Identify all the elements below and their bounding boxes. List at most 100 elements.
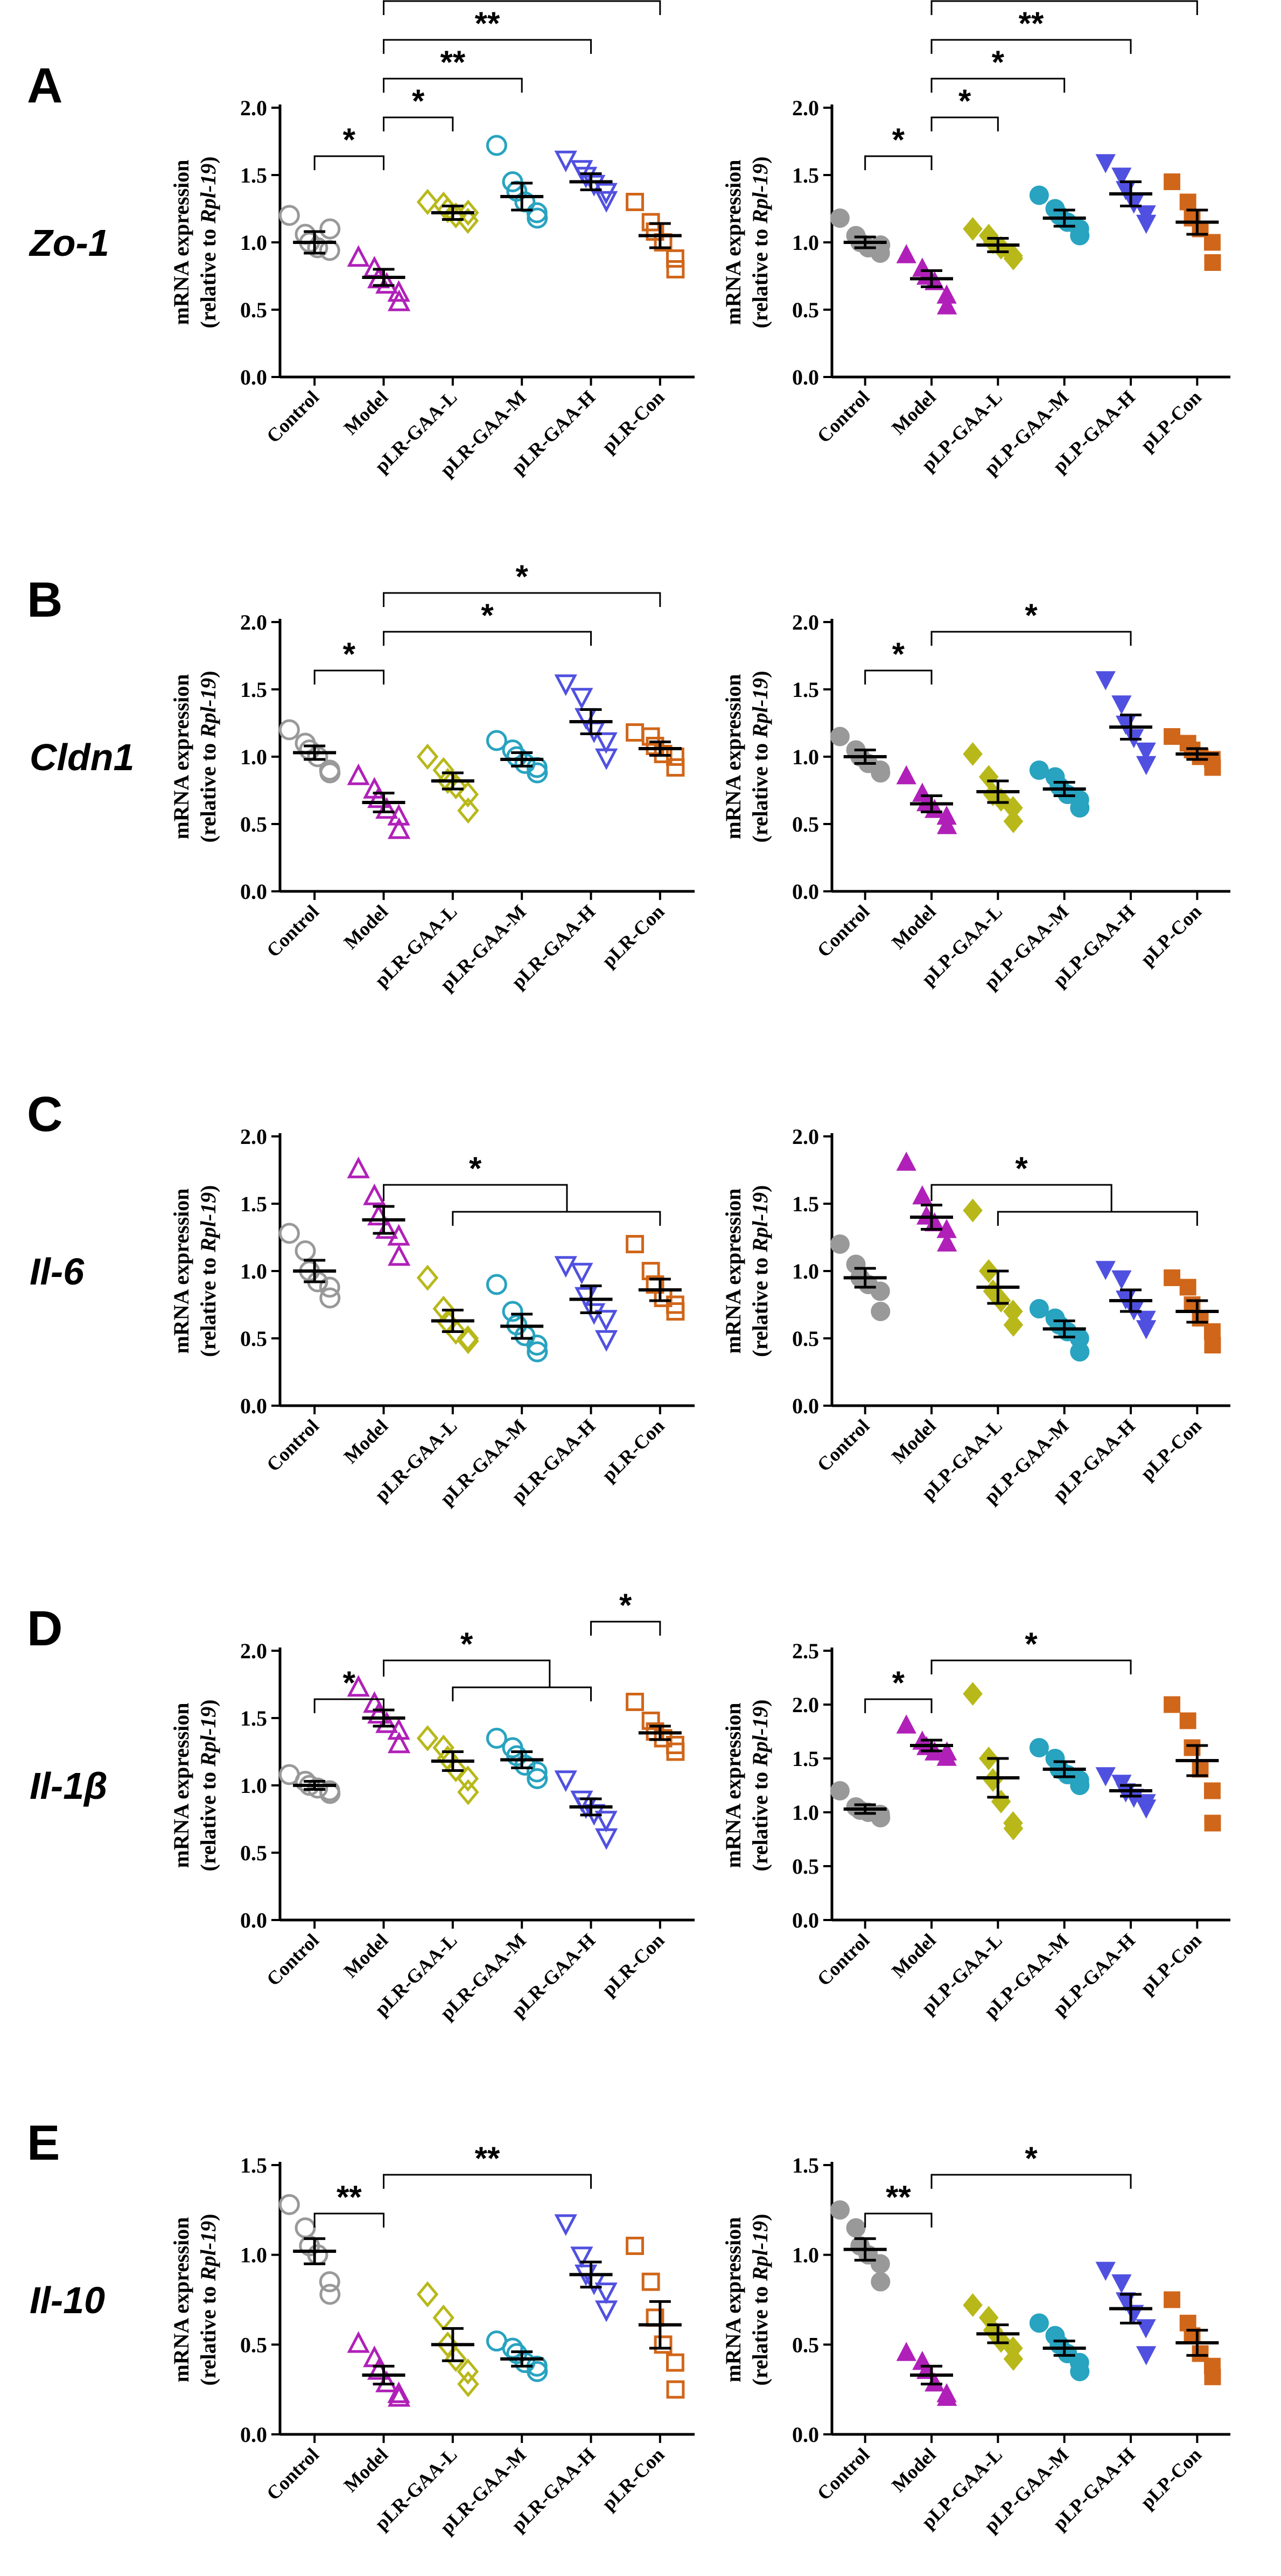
data-point	[925, 1212, 945, 1232]
data-point	[594, 748, 618, 770]
data-point	[527, 207, 548, 229]
data-point	[554, 1770, 577, 1792]
significance-bracket	[930, 1184, 1112, 1212]
chart-E-right: mRNA expression (relative to Rpl-19) 0.0 0.…	[721, 2140, 1230, 2537]
data-point	[375, 797, 398, 819]
data-point	[991, 1790, 1011, 1813]
y-tick-label: 0.0	[240, 879, 267, 904]
x-tick-label: Control	[262, 900, 323, 961]
y-label-line2-prefix: (relative to	[196, 1252, 220, 1357]
data-point	[594, 1330, 618, 1352]
y-label-line2-suffix: )	[748, 156, 772, 163]
y-label-line2-gene: Rpl-19	[196, 1707, 220, 1767]
data-point	[666, 758, 685, 777]
data-point	[1070, 226, 1090, 246]
significance-label: *	[515, 0, 528, 3]
y-label-line2-prefix: (relative to	[196, 224, 220, 329]
data-point	[830, 727, 850, 746]
y-tick-label: 0.0	[792, 1908, 819, 1932]
data-point	[319, 1276, 340, 1298]
data-point	[1070, 1776, 1090, 1795]
data-point	[416, 1725, 439, 1751]
y-tick-label: 0.0	[240, 2423, 267, 2447]
data-point	[936, 295, 957, 315]
y-axis-label: mRNA expression (relative to Rpl-19)	[721, 2214, 772, 2385]
data-point	[1136, 1320, 1157, 1339]
data-point	[526, 1761, 548, 1783]
data-point	[846, 2218, 866, 2238]
significance-label: *	[1015, 1150, 1028, 1186]
data-point	[1003, 2347, 1024, 2371]
significance-label: **	[337, 2179, 362, 2215]
x-tick-label: pLR-Con	[598, 2444, 669, 2515]
y-label-line1: mRNA expression	[721, 1702, 745, 1868]
x-tick-label: Control	[262, 1929, 323, 1990]
y-tick-label: 0.0	[792, 2423, 819, 2447]
data-point	[457, 1779, 479, 1805]
significance-label: *	[958, 83, 971, 119]
data-point	[963, 217, 983, 241]
data-point	[375, 2370, 398, 2392]
data-point	[1136, 742, 1156, 762]
data-point	[594, 2282, 618, 2305]
data-point	[626, 193, 644, 211]
data-point	[1136, 756, 1157, 776]
x-tick-label: Model	[340, 386, 393, 439]
data-point	[1164, 728, 1180, 745]
panel-letter-A: A	[27, 58, 62, 113]
y-tick-label: 2.0	[792, 1125, 819, 1149]
x-tick-label: pLP-Con	[1136, 900, 1206, 970]
data-point	[387, 289, 411, 311]
data-point	[387, 2385, 411, 2407]
data-point	[626, 1693, 644, 1711]
y-label-line2-suffix: )	[196, 156, 220, 163]
y-tick-label: 1.5	[792, 678, 819, 702]
data-point	[912, 1185, 933, 1205]
y-tick-label: 1.5	[792, 1747, 819, 1771]
gene-name-A: Zo-1	[29, 222, 109, 264]
y-label-line2-gene: Rpl-19	[196, 1192, 220, 1253]
x-tick-label: pLP-Con	[1136, 1929, 1206, 1999]
data-point	[527, 1341, 548, 1363]
significance-bracket	[590, 1621, 661, 1636]
data-point	[457, 781, 479, 808]
significance-bracket	[452, 1211, 661, 1226]
data-point	[936, 1232, 957, 1252]
x-tick-label: Control	[813, 386, 874, 447]
data-point	[527, 2361, 548, 2382]
y-label-line2-gene: Rpl-19	[748, 2221, 772, 2281]
data-point	[936, 815, 957, 834]
y-tick-label: 1.5	[792, 2153, 819, 2177]
data-point	[626, 723, 644, 742]
y-tick-label: 0.5	[792, 812, 819, 836]
data-point	[896, 2342, 916, 2361]
x-tick-label: Control	[813, 1929, 874, 1990]
data-point	[666, 249, 684, 268]
gene-name-E: Il-10	[30, 2279, 105, 2321]
data-point	[641, 1712, 660, 1730]
data-point	[626, 1235, 644, 1253]
data-point	[1136, 205, 1156, 225]
data-point	[486, 1274, 507, 1295]
significance-bracket	[383, 0, 661, 15]
data-point	[295, 1240, 316, 1261]
data-point	[570, 688, 593, 710]
x-tick-label: Control	[262, 386, 323, 447]
significance-label: *	[892, 122, 905, 158]
data-point	[896, 244, 916, 263]
x-tick-label: Model	[340, 1929, 393, 1982]
y-tick-label: 0.0	[792, 1394, 819, 1418]
x-tick-label: Model	[340, 1415, 393, 1468]
data-point	[1029, 185, 1049, 205]
y-tick-label: 1.5	[240, 2153, 267, 2177]
y-tick-label: 0.0	[792, 879, 819, 904]
x-tick-label: Control	[813, 900, 874, 961]
data-point	[1095, 154, 1116, 173]
y-label-line2-suffix: )	[196, 671, 220, 678]
y-tick-label: 0.5	[792, 298, 819, 322]
chart-D-left: mRNA expression (relative to Rpl-19) 0.0 0.…	[169, 1587, 695, 2024]
data-point	[1136, 1310, 1156, 1330]
data-point	[347, 1675, 370, 1697]
y-label-line2-gene: Rpl-19	[748, 1192, 772, 1253]
significance-bracket	[930, 1659, 1132, 1674]
